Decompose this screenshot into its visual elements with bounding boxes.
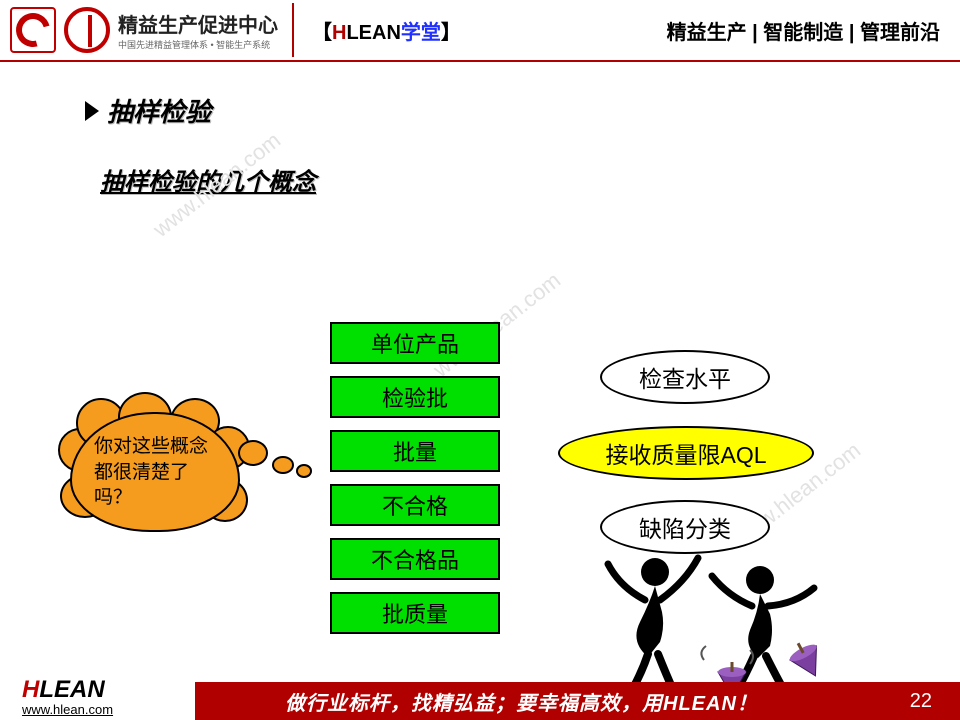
footer-url: www.hlean.com (22, 702, 113, 717)
footer-bar: 做行业标杆，找精弘益；要幸福高效，用HLEAN！ 22 (195, 682, 960, 720)
footer-logo-h: H (22, 676, 39, 703)
cloud-trail-icon (238, 440, 268, 466)
concept-box: 不合格 (330, 484, 500, 526)
cloud-trail-icon (296, 464, 312, 478)
footer-logo-rest: LEAN (39, 676, 104, 703)
concept-box: 检验批 (330, 376, 500, 418)
footer-slogan: 做行业标杆，找精弘益；要幸福高效，用HLEAN！ (285, 687, 758, 716)
mid-black: LEAN (346, 22, 400, 44)
concept-box: 批量 (330, 430, 500, 472)
logo-text: 精益生产促进中心 中国先进精益管理体系 • 智能生产系统 (118, 9, 278, 51)
bullet-arrow-icon (85, 101, 99, 121)
header: 精益生产促进中心 中国先进精益管理体系 • 智能生产系统 【HLEAN学堂】 精… (0, 0, 960, 62)
logo-main: 精益生产促进中心 (118, 9, 278, 38)
concept-box: 批质量 (330, 592, 500, 634)
logo-block: 精益生产促进中心 中国先进精益管理体系 • 智能生产系统 (0, 0, 278, 61)
subtitle: 抽样检验的几个概念 (100, 162, 316, 197)
thought-cloud: 你对这些概念都很清楚了吗？ (70, 412, 240, 542)
ellipse-concept-highlight: 接收质量限AQL (558, 426, 814, 480)
cloud-text: 你对这些概念都很清楚了吗？ (94, 434, 222, 511)
logo-circle-icon (64, 7, 110, 53)
mid-red: H (332, 22, 346, 44)
page-title: 抽样检验 (107, 92, 211, 129)
logo-sub: 中国先进精益管理体系 • 智能生产系统 (118, 38, 278, 51)
footer: HLEAN www.hlean.com 做行业标杆，找精弘益；要幸福高效，用HL… (0, 672, 960, 720)
green-column: 单位产品 检验批 批量 不合格 不合格品 批质量 (330, 322, 500, 634)
bracket-l: 【 (312, 22, 332, 44)
footer-logo: HLEAN www.hlean.com (0, 676, 113, 717)
header-divider (292, 3, 294, 57)
title-row: 抽样检验 (85, 92, 211, 129)
header-mid: 【HLEAN学堂】 (312, 16, 461, 45)
page-number: 22 (910, 690, 932, 713)
mid-blue: 学堂 (401, 22, 441, 44)
ellipse-concept: 检查水平 (600, 350, 770, 404)
concept-box: 单位产品 (330, 322, 500, 364)
content: 抽样检验 抽样检验的几个概念 www.hlean.com www.hlean.c… (0, 62, 960, 672)
concept-box: 不合格品 (330, 538, 500, 580)
bracket-r: 】 (441, 22, 461, 44)
logo-c-icon (10, 7, 56, 53)
header-right: 精益生产 | 智能制造 | 管理前沿 (667, 16, 940, 45)
cloud-trail-icon (272, 456, 294, 474)
